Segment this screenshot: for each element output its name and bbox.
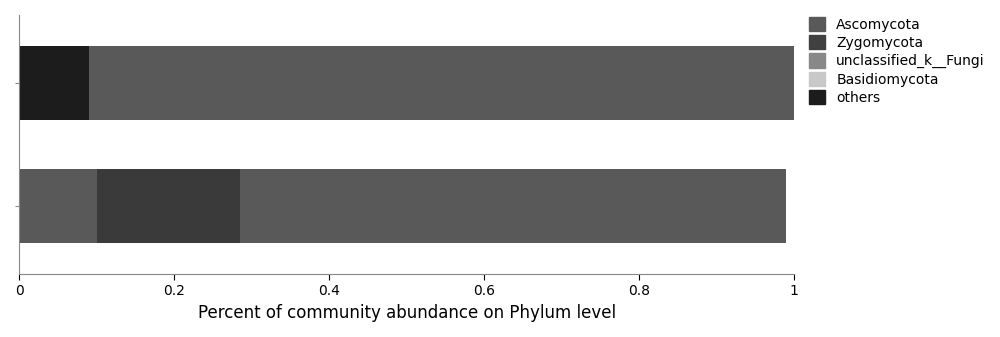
Bar [19, 46, 89, 120]
Bar [240, 169, 786, 243]
Bar [97, 169, 240, 243]
Bar [89, 46, 794, 120]
X-axis label: Percent of community abundance on Phylum level: Percent of community abundance on Phylum… [198, 304, 616, 322]
Legend: Ascomycota, Zygomycota, unclassified_k__Fungi, Basidiomycota, others: Ascomycota, Zygomycota, unclassified_k__… [809, 17, 985, 105]
Bar [19, 169, 97, 243]
